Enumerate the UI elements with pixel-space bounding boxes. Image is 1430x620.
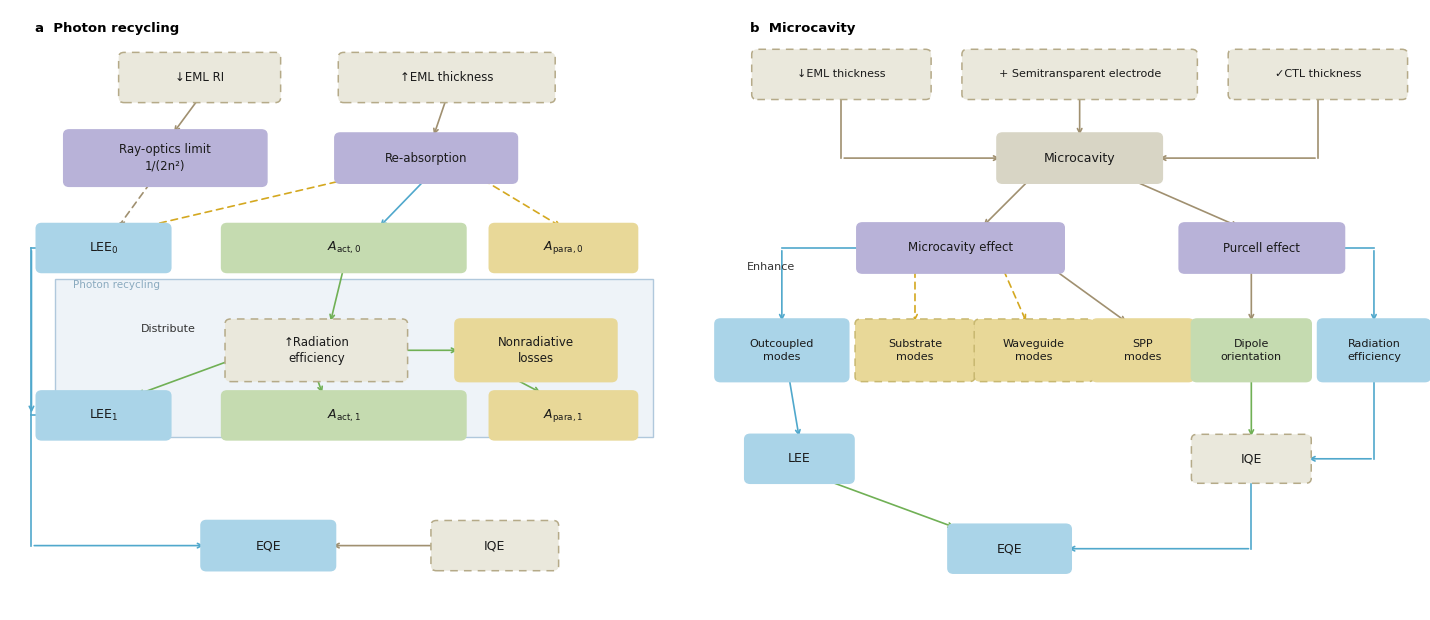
FancyBboxPatch shape <box>855 319 975 381</box>
Text: ↓EML RI: ↓EML RI <box>174 71 225 84</box>
Text: Radiation
efficiency: Radiation efficiency <box>1347 339 1401 361</box>
FancyBboxPatch shape <box>489 224 638 273</box>
Text: Re-absorption: Re-absorption <box>385 152 468 164</box>
FancyBboxPatch shape <box>1317 319 1430 381</box>
FancyBboxPatch shape <box>64 130 267 186</box>
FancyBboxPatch shape <box>36 391 170 440</box>
Text: SPP
modes: SPP modes <box>1124 339 1161 361</box>
Text: + Semitransparent electrode: + Semitransparent electrode <box>998 69 1161 79</box>
FancyBboxPatch shape <box>430 521 559 570</box>
FancyBboxPatch shape <box>225 319 408 381</box>
FancyBboxPatch shape <box>1191 319 1311 381</box>
FancyBboxPatch shape <box>857 223 1064 273</box>
Text: Microcavity effect: Microcavity effect <box>908 242 1012 254</box>
FancyBboxPatch shape <box>974 319 1094 381</box>
Text: ↑Radiation
efficiency: ↑Radiation efficiency <box>283 335 349 365</box>
Text: IQE: IQE <box>1241 453 1263 465</box>
FancyBboxPatch shape <box>489 391 638 440</box>
Text: LEE$_0$: LEE$_0$ <box>89 241 119 255</box>
Text: Nonradiative
losses: Nonradiative losses <box>498 335 573 365</box>
Text: Dipole
orientation: Dipole orientation <box>1221 339 1281 361</box>
FancyBboxPatch shape <box>752 49 931 99</box>
Text: Photon recycling: Photon recycling <box>73 280 160 290</box>
Text: Ray-optics limit
1/(2n²): Ray-optics limit 1/(2n²) <box>119 143 212 173</box>
FancyBboxPatch shape <box>745 434 854 484</box>
FancyBboxPatch shape <box>1180 223 1344 273</box>
Text: $A_\mathrm{act,0}$: $A_\mathrm{act,0}$ <box>326 240 360 256</box>
FancyBboxPatch shape <box>119 53 280 102</box>
FancyBboxPatch shape <box>962 49 1197 99</box>
Text: LEE: LEE <box>788 453 811 465</box>
FancyBboxPatch shape <box>222 224 466 273</box>
FancyBboxPatch shape <box>202 521 336 570</box>
FancyBboxPatch shape <box>1191 434 1311 484</box>
Text: ✓CTL thickness: ✓CTL thickness <box>1274 69 1361 79</box>
Text: ↓EML thickness: ↓EML thickness <box>797 69 885 79</box>
Text: $A_\mathrm{para,0}$: $A_\mathrm{para,0}$ <box>543 239 583 257</box>
Text: ↑EML thickness: ↑EML thickness <box>400 71 493 84</box>
Text: $A_\mathrm{para,1}$: $A_\mathrm{para,1}$ <box>543 407 583 424</box>
FancyBboxPatch shape <box>339 53 555 102</box>
Text: Enhance: Enhance <box>746 262 795 272</box>
Text: LEE$_1$: LEE$_1$ <box>89 408 119 423</box>
FancyBboxPatch shape <box>335 133 518 184</box>
Text: Purcell effect: Purcell effect <box>1223 242 1300 254</box>
Text: $A_\mathrm{act,1}$: $A_\mathrm{act,1}$ <box>326 407 360 423</box>
FancyBboxPatch shape <box>222 391 466 440</box>
Text: Substrate
modes: Substrate modes <box>888 339 942 361</box>
FancyBboxPatch shape <box>56 279 652 437</box>
FancyBboxPatch shape <box>455 319 616 381</box>
Text: EQE: EQE <box>997 542 1022 555</box>
FancyBboxPatch shape <box>997 133 1163 184</box>
Text: a  Photon recycling: a Photon recycling <box>34 22 179 35</box>
Text: b  Microcavity: b Microcavity <box>751 22 855 35</box>
FancyBboxPatch shape <box>36 224 170 273</box>
FancyBboxPatch shape <box>1091 319 1194 381</box>
Text: Microcavity: Microcavity <box>1044 152 1115 164</box>
Text: Distribute: Distribute <box>142 324 196 334</box>
FancyBboxPatch shape <box>948 524 1071 573</box>
Text: IQE: IQE <box>485 539 505 552</box>
Text: Waveguide
modes: Waveguide modes <box>1002 339 1065 361</box>
Text: Outcoupled
modes: Outcoupled modes <box>749 339 814 361</box>
Text: EQE: EQE <box>256 539 282 552</box>
FancyBboxPatch shape <box>1228 49 1407 99</box>
FancyBboxPatch shape <box>715 319 849 381</box>
